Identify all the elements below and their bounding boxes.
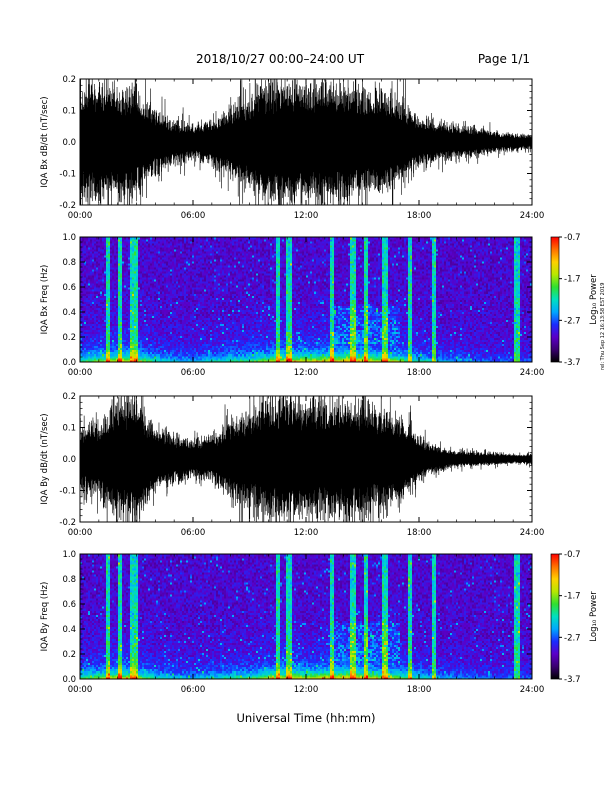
colorbar-tick-label: -3.7: [564, 358, 581, 368]
x-tick-label: 18:00: [407, 685, 432, 695]
spectrogram-cells: [80, 554, 533, 680]
x-tick-label: 00:00: [68, 211, 93, 221]
y-tick-label: -0.1: [59, 170, 76, 180]
x-tick-label: 18:00: [407, 211, 432, 221]
y-tick-label: 0.2: [62, 392, 76, 402]
x-tick-label: 18:00: [407, 528, 432, 538]
y-tick-label: 0.8: [62, 258, 76, 268]
x-tick-label: 12:00: [294, 211, 319, 221]
spectrogram-panel: -0.7 -1.7 -2.7 -3.7 Log₁₀ Power 1.0 0.8 0.6 0.4 0…: [40, 233, 599, 378]
x-tick-label: 06:00: [181, 368, 206, 378]
colorbar-tick-label: -0.7: [564, 550, 581, 560]
x-tick-label: 12:00: [294, 528, 319, 538]
x-tick-label: 24:00: [520, 685, 545, 695]
y-tick-label: 0.0: [62, 138, 76, 148]
y-tick-label: 0.8: [62, 575, 76, 585]
signal-trace: [80, 396, 532, 522]
spectrogram-panel: -0.7 -1.7 -2.7 -3.7 Log₁₀ Power 1.0 0.8 0.6 0.4 0…: [40, 550, 599, 695]
plot-date-range-title: 2018/10/27 00:00–24:00 UT: [0, 52, 560, 66]
colorbar-tick-label: -0.7: [564, 233, 581, 243]
y-tick-label: 1.0: [62, 550, 76, 560]
y-axis-label: IQA Bx Freq (Hz): [40, 265, 50, 335]
signal-trace: [80, 79, 532, 205]
y-axis-label: IQA By Freq (Hz): [40, 582, 50, 652]
y-tick-label: 1.0: [62, 233, 76, 243]
x-axis-label: Universal Time (hh:mm): [0, 711, 612, 725]
x-tick-label: 18:00: [407, 368, 432, 378]
y-tick-label: -0.2: [59, 201, 76, 211]
y-tick-label: 0.2: [62, 650, 76, 660]
y-axis-label: IQA Bx dB/dt (nT/sec): [40, 96, 50, 187]
x-tick-label: 24:00: [520, 368, 545, 378]
y-axis-label: IQA By dB/dt (nT/sec): [40, 413, 50, 504]
page-indicator: Page 1/1: [440, 52, 530, 66]
colorbar-tick-label: -1.7: [564, 592, 581, 602]
y-tick-label: 0.2: [62, 333, 76, 343]
y-tick-label: 0.0: [62, 455, 76, 465]
y-tick-label: 0.1: [62, 107, 76, 117]
y-tick-label: -0.1: [59, 487, 76, 497]
x-tick-label: 00:00: [68, 528, 93, 538]
colorbar-tick-label: -1.7: [564, 275, 581, 285]
y-tick-label: 0.4: [62, 625, 76, 635]
x-tick-label: 06:00: [181, 211, 206, 221]
y-tick-label: 0.4: [62, 308, 76, 318]
y-tick-label: 0.6: [62, 600, 76, 610]
waveform-panel: 0.2 0.1 0.0 -0.1 -0.200:00 06:00 12:00 18:00 24:…: [40, 392, 545, 538]
y-tick-label: 0.0: [62, 675, 76, 685]
y-tick-label: 0.1: [62, 424, 76, 434]
colorbar: [550, 553, 560, 680]
x-tick-label: 12:00: [294, 685, 319, 695]
y-tick-label: 0.0: [62, 358, 76, 368]
colorbar-tick-label: -2.7: [564, 633, 581, 643]
waveform-panel: 0.2 0.1 0.0 -0.1 -0.200:00 06:00 12:00 18:00 24:…: [40, 75, 545, 221]
x-tick-label: 06:00: [181, 685, 206, 695]
x-tick-label: 06:00: [181, 528, 206, 538]
x-tick-label: 12:00: [294, 368, 319, 378]
colorbar: [550, 236, 560, 363]
x-tick-label: 00:00: [68, 685, 93, 695]
colorbar-tick-label: -3.7: [564, 675, 581, 685]
y-tick-label: 0.6: [62, 283, 76, 293]
x-tick-label: 24:00: [520, 528, 545, 538]
x-tick-label: 24:00: [520, 211, 545, 221]
colorbar-label: Log₁₀ Power: [589, 274, 599, 325]
colorbar-tick-label: -2.7: [564, 316, 581, 326]
x-tick-label: 00:00: [68, 368, 93, 378]
y-tick-label: -0.2: [59, 518, 76, 528]
colorbar-label: Log₁₀ Power: [589, 591, 599, 642]
spectrogram-cells: [80, 237, 533, 363]
y-tick-label: 0.2: [62, 75, 76, 85]
